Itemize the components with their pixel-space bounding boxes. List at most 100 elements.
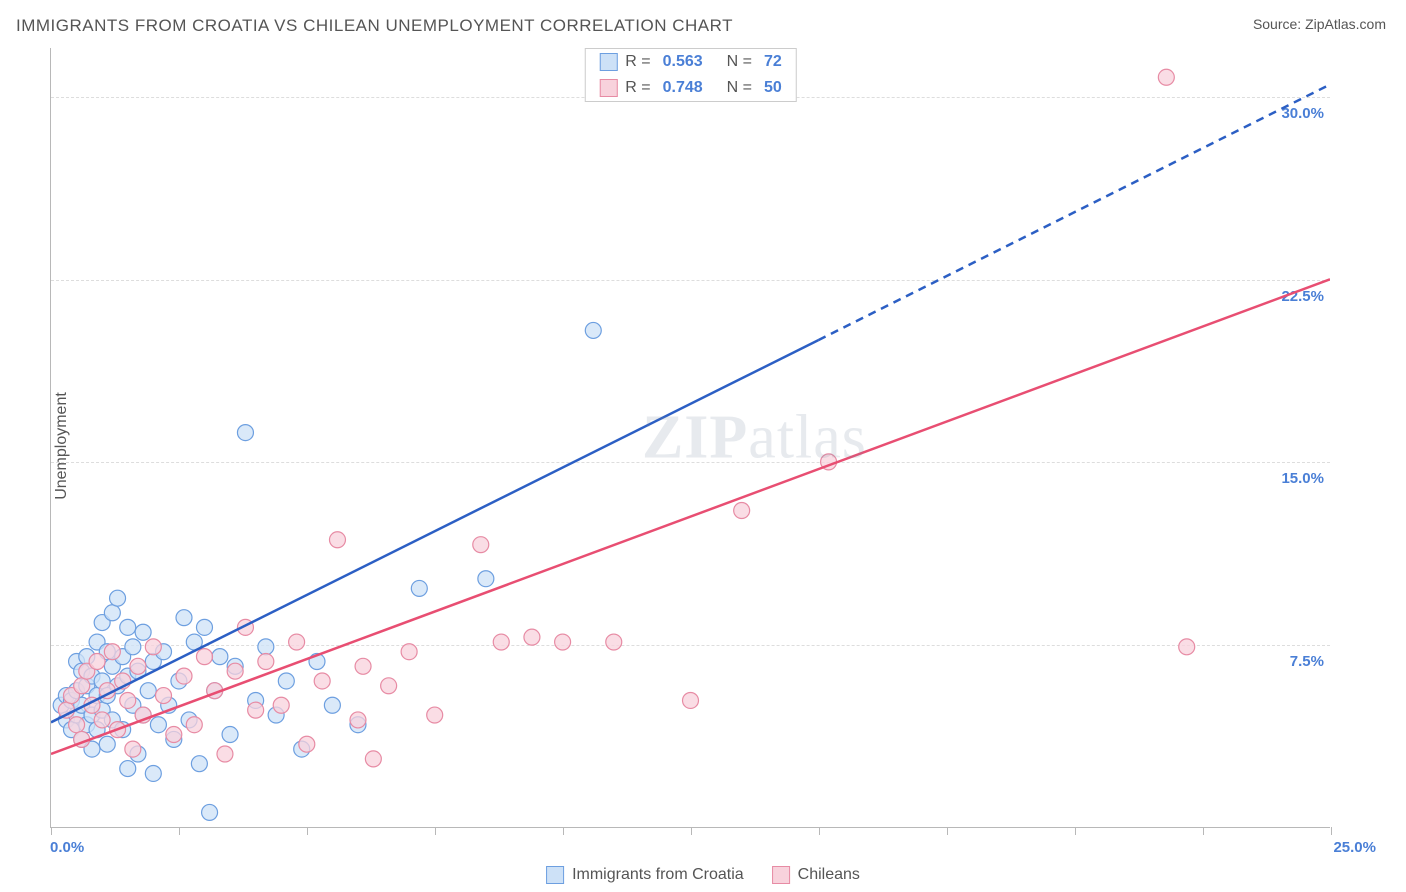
data-point-croatia: [125, 639, 141, 655]
x-tick: [691, 827, 692, 835]
legend-swatch-chile: [599, 79, 617, 97]
data-point-chile: [258, 654, 274, 670]
legend-item-chile: Chileans: [772, 866, 860, 884]
data-point-chile: [227, 663, 243, 679]
r-value-croatia: 0.563: [663, 53, 719, 71]
r-value-chile: 0.748: [663, 79, 719, 97]
legend-label-croatia: Immigrants from Croatia: [572, 866, 744, 884]
x-tick: [563, 827, 564, 835]
data-point-croatia: [202, 804, 218, 820]
data-point-chile: [473, 537, 489, 553]
data-point-croatia: [222, 727, 238, 743]
data-point-chile: [248, 702, 264, 718]
chart-title: IMMIGRANTS FROM CROATIA VS CHILEAN UNEMP…: [16, 16, 733, 36]
data-point-croatia: [140, 683, 156, 699]
legend-swatch-chile: [772, 866, 790, 884]
data-point-croatia: [135, 624, 151, 640]
legend-row-chile: R = 0.748 N = 50: [585, 75, 795, 101]
data-point-chile: [89, 654, 105, 670]
legend-item-croatia: Immigrants from Croatia: [546, 866, 744, 884]
data-point-chile: [69, 717, 85, 733]
data-point-chile: [130, 658, 146, 674]
data-point-chile: [74, 678, 90, 694]
source-attribution: Source: ZipAtlas.com: [1253, 16, 1386, 32]
data-point-croatia: [176, 610, 192, 626]
data-point-chile: [176, 668, 192, 684]
data-point-chile: [314, 673, 330, 689]
data-point-chile: [524, 629, 540, 645]
x-tick: [51, 827, 52, 835]
x-tick: [947, 827, 948, 835]
x-tick: [435, 827, 436, 835]
r-label: R =: [625, 79, 650, 97]
data-point-croatia: [99, 736, 115, 752]
data-point-croatia: [478, 571, 494, 587]
data-point-croatia: [191, 756, 207, 772]
data-point-croatia: [585, 322, 601, 338]
data-point-chile: [493, 634, 509, 650]
legend-row-croatia: R = 0.563 N = 72: [585, 49, 795, 75]
data-point-chile: [196, 649, 212, 665]
legend-label-chile: Chileans: [798, 866, 860, 884]
data-point-croatia: [212, 649, 228, 665]
data-point-chile: [381, 678, 397, 694]
r-label: R =: [625, 53, 650, 71]
series-legend: Immigrants from Croatia Chileans: [546, 866, 860, 884]
data-point-chile: [145, 639, 161, 655]
data-point-croatia: [110, 590, 126, 606]
data-point-chile: [734, 503, 750, 519]
data-point-chile: [120, 692, 136, 708]
data-point-croatia: [120, 761, 136, 777]
n-value-croatia: 72: [764, 53, 782, 71]
data-point-chile: [683, 692, 699, 708]
correlation-legend: R = 0.563 N = 72 R = 0.748 N = 50: [584, 48, 796, 102]
data-point-chile: [1179, 639, 1195, 655]
data-point-croatia: [237, 425, 253, 441]
data-point-chile: [125, 741, 141, 757]
data-point-croatia: [120, 619, 136, 635]
data-point-chile: [1158, 69, 1174, 85]
x-tick: [307, 827, 308, 835]
n-label: N =: [727, 53, 752, 71]
legend-swatch-croatia: [546, 866, 564, 884]
data-point-chile: [555, 634, 571, 650]
n-value-chile: 50: [764, 79, 782, 97]
data-point-croatia: [104, 605, 120, 621]
data-point-croatia: [258, 639, 274, 655]
chart-svg: [51, 48, 1330, 827]
data-point-chile: [350, 712, 366, 728]
plot-area: 7.5%15.0%22.5%30.0% R = 0.563 N = 72 R =…: [50, 48, 1330, 828]
data-point-chile: [217, 746, 233, 762]
x-tick: [1075, 827, 1076, 835]
x-tick: [179, 827, 180, 835]
data-point-chile: [289, 634, 305, 650]
trend-line-croatia-dashed: [818, 85, 1330, 341]
data-point-chile: [156, 688, 172, 704]
data-point-chile: [186, 717, 202, 733]
x-tick: [1203, 827, 1204, 835]
data-point-chile: [166, 727, 182, 743]
x-end-label: 25.0%: [1333, 839, 1376, 856]
data-point-chile: [329, 532, 345, 548]
trend-line-croatia: [51, 340, 818, 722]
x-tick: [1331, 827, 1332, 835]
trend-line-chile: [51, 279, 1330, 754]
data-point-chile: [273, 697, 289, 713]
data-point-croatia: [150, 717, 166, 733]
data-point-chile: [299, 736, 315, 752]
legend-swatch-croatia: [599, 53, 617, 71]
data-point-chile: [94, 712, 110, 728]
data-point-croatia: [145, 765, 161, 781]
x-tick: [819, 827, 820, 835]
data-point-croatia: [411, 580, 427, 596]
data-point-croatia: [196, 619, 212, 635]
data-point-chile: [401, 644, 417, 660]
x-origin-label: 0.0%: [50, 839, 84, 856]
data-point-chile: [427, 707, 443, 723]
data-point-chile: [355, 658, 371, 674]
n-label: N =: [727, 79, 752, 97]
data-point-croatia: [278, 673, 294, 689]
data-point-croatia: [324, 697, 340, 713]
data-point-chile: [104, 644, 120, 660]
data-point-chile: [606, 634, 622, 650]
